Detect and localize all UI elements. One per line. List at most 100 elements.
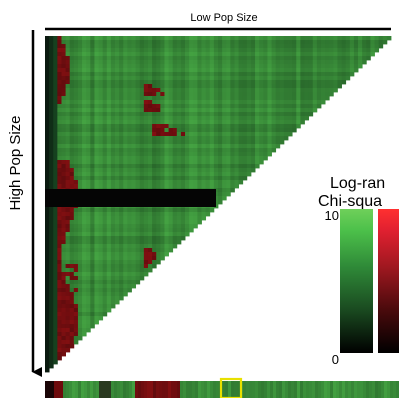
heatmap-cell [69, 100, 75, 105]
heatmap-cell [349, 40, 355, 45]
heatmap-cell [77, 172, 83, 177]
heatmap-cell [69, 92, 75, 97]
heatmap-cell [172, 68, 178, 73]
heatmap-cell [123, 104, 128, 109]
heatmap-cell [255, 108, 260, 113]
heatmap-cell [201, 108, 207, 113]
heatmap-cell [234, 156, 239, 161]
heatmap-cell [337, 60, 342, 65]
heatmap-cell [135, 44, 141, 49]
heatmap-cell [308, 76, 314, 81]
heatmap-cell [115, 260, 120, 265]
heatmap-cell [53, 348, 58, 353]
heatmap-cell [168, 128, 174, 133]
heatmap-cell [271, 44, 277, 49]
heatmap-cell [201, 60, 207, 65]
heatmap-cell [213, 60, 219, 65]
heatmap-cell [53, 212, 58, 217]
heatmap-cell [131, 216, 137, 221]
heatmap-cell [73, 220, 79, 225]
heatmap-cell [131, 156, 137, 161]
heatmap-cell [65, 216, 71, 221]
heatmap-cell [102, 308, 108, 313]
heatmap-cell [65, 140, 71, 145]
heatmap-cell [366, 48, 371, 53]
heatmap-cell [123, 244, 128, 249]
heatmap-cell [123, 288, 128, 293]
heatmap-cell [193, 120, 198, 125]
heatmap-cell [218, 164, 223, 169]
heatmap-cell [49, 116, 54, 121]
heatmap-cell [242, 96, 248, 101]
heatmap-cell [238, 60, 244, 65]
heatmap-cell [65, 96, 71, 101]
heatmap-cell [213, 148, 219, 153]
heatmap-cell [86, 216, 91, 221]
heatmap-cell [123, 264, 128, 269]
heatmap-cell [156, 164, 161, 169]
strip-cell [189, 381, 193, 398]
heatmap-cell [234, 140, 239, 145]
heatmap-cell [168, 92, 174, 97]
heatmap-cell [65, 324, 71, 329]
heatmap-cell [152, 108, 157, 113]
heatmap-cell [135, 264, 141, 269]
heatmap-cell [296, 124, 301, 129]
heatmap-cell [143, 268, 149, 273]
heatmap-cell [57, 104, 62, 109]
heatmap-cell [135, 280, 141, 285]
heatmap-cell [267, 140, 272, 145]
heatmap-cell [94, 304, 99, 309]
heatmap-cell [283, 112, 289, 117]
heatmap-cell [205, 100, 211, 105]
heatmap-cell [230, 60, 235, 65]
heatmap-cell [193, 84, 198, 89]
strip-cell [264, 381, 268, 398]
heatmap-cell [65, 176, 71, 181]
heatmap-cell [172, 236, 178, 241]
heatmap-cell [110, 36, 116, 41]
heatmap-cell [209, 96, 215, 101]
heatmap-cell [312, 56, 318, 61]
heatmap-cell [197, 216, 202, 221]
heatmap-cell [123, 280, 128, 285]
heatmap-cell [316, 44, 322, 49]
heatmap-cell [230, 156, 235, 161]
heatmap-cell [267, 80, 272, 85]
heatmap-cell [110, 292, 116, 297]
heatmap-cell [213, 76, 219, 81]
heatmap-cell [106, 208, 112, 213]
heatmap-cell [86, 240, 91, 245]
heatmap-cell [152, 100, 157, 105]
heatmap-cell [123, 96, 128, 101]
heatmap-cell [77, 84, 83, 89]
heatmap-cell [61, 352, 66, 357]
heatmap-cell [86, 280, 91, 285]
heatmap-cell [82, 220, 87, 225]
heatmap-cell [197, 208, 202, 213]
heatmap-cell [234, 92, 239, 97]
heatmap-cell [325, 92, 330, 97]
heatmap-cell [77, 220, 83, 225]
heatmap-cell [304, 100, 310, 105]
heatmap-cell [143, 168, 149, 173]
heatmap-cell [209, 184, 215, 189]
heatmap-cell [143, 80, 149, 85]
heatmap-cell [73, 36, 79, 41]
heatmap-cell [69, 152, 75, 157]
heatmap-cell [205, 92, 211, 97]
heatmap-cell [131, 224, 137, 229]
heatmap-cell [57, 272, 62, 277]
heatmap-cell [222, 168, 227, 173]
heatmap-cell [131, 88, 137, 93]
heatmap-cell [135, 248, 141, 253]
heatmap-cell [135, 84, 141, 89]
heatmap-cell [218, 168, 223, 173]
heatmap-cell [57, 64, 62, 69]
heatmap-cell [73, 172, 79, 177]
heatmap-cell [353, 68, 359, 73]
heatmap-cell [156, 144, 161, 149]
heatmap-cell [259, 124, 264, 129]
heatmap-cell [185, 220, 190, 225]
heatmap-cell [69, 184, 75, 189]
